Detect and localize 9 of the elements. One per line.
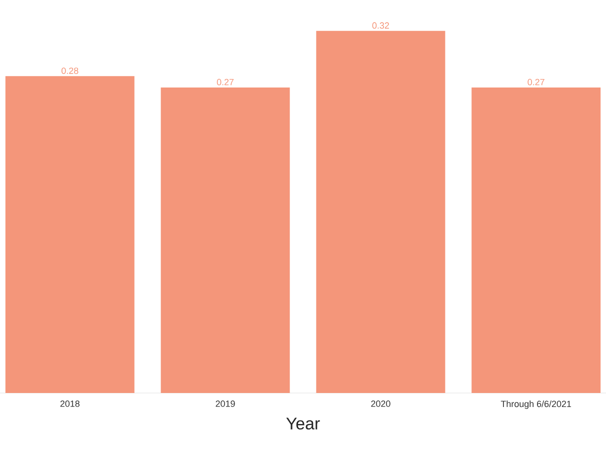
x-tick-label: 2019: [216, 400, 235, 407]
x-tick-label: Through 6/6/2021: [500, 400, 572, 409]
data-label: 0.27: [216, 78, 234, 86]
x-tick-label: 2018: [60, 400, 80, 407]
data-label: 0.28: [62, 68, 78, 74]
data-label: 0.27: [528, 78, 544, 86]
x-axis-title: Year: [286, 418, 320, 430]
x-tick-label: 2020: [371, 400, 390, 407]
data-label: 0.32: [372, 22, 389, 29]
